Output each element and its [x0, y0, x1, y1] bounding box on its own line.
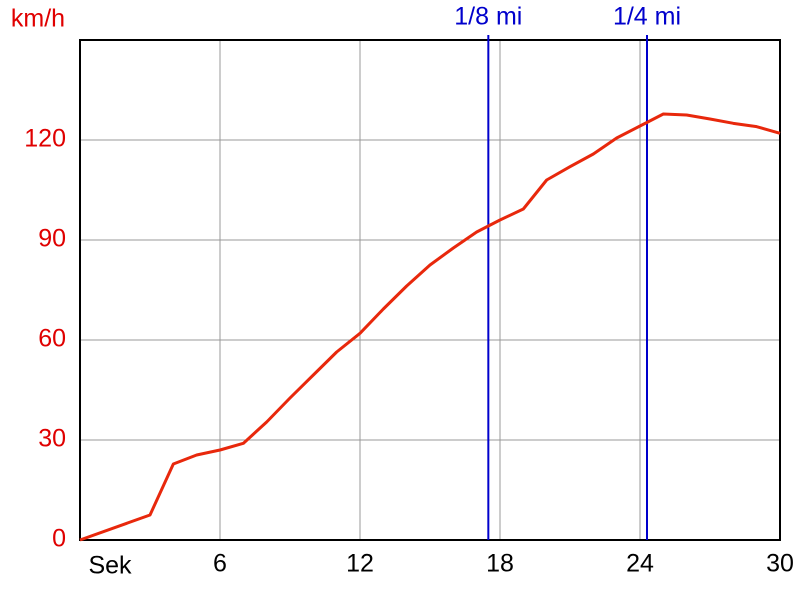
- y-tick-label: 90: [38, 225, 66, 253]
- y-tick-label: 30: [38, 425, 66, 453]
- data-line: [79, 112, 781, 542]
- x-axis-label: Sek: [88, 552, 132, 580]
- x-tick-label: 24: [626, 550, 654, 578]
- plot-frame: [79, 39, 781, 541]
- x-tick-label: 6: [213, 550, 227, 578]
- distance-marker-label: 1/4 mi: [613, 3, 681, 31]
- x-tick-label: 18: [486, 550, 514, 578]
- y-tick-label: 60: [38, 325, 66, 353]
- x-tick-label: 30: [766, 550, 794, 578]
- y-tick-label: 120: [24, 125, 66, 153]
- distance-marker-label: 1/8 mi: [454, 3, 522, 31]
- x-tick-label: 12: [346, 550, 374, 578]
- y-axis-label: km/h: [11, 5, 65, 33]
- y-tick-label: 0: [52, 525, 66, 553]
